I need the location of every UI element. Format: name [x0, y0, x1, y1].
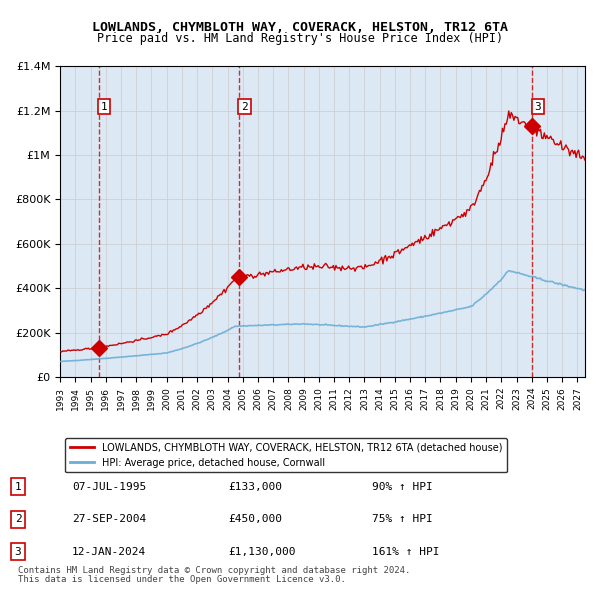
Text: 2: 2: [241, 101, 248, 112]
Text: 27-SEP-2004: 27-SEP-2004: [72, 514, 146, 524]
Text: £133,000: £133,000: [228, 482, 282, 491]
Text: 90% ↑ HPI: 90% ↑ HPI: [372, 482, 433, 491]
Text: 07-JUL-1995: 07-JUL-1995: [72, 482, 146, 491]
Text: Price paid vs. HM Land Registry's House Price Index (HPI): Price paid vs. HM Land Registry's House …: [97, 32, 503, 45]
Text: 3: 3: [535, 101, 541, 112]
Legend: LOWLANDS, CHYMBLOTH WAY, COVERACK, HELSTON, TR12 6TA (detached house), HPI: Aver: LOWLANDS, CHYMBLOTH WAY, COVERACK, HELST…: [65, 438, 508, 473]
Text: 1: 1: [101, 101, 107, 112]
Text: 2: 2: [14, 514, 22, 524]
Text: 3: 3: [14, 547, 22, 556]
Text: £1,130,000: £1,130,000: [228, 547, 296, 556]
Text: 75% ↑ HPI: 75% ↑ HPI: [372, 514, 433, 524]
Text: 161% ↑ HPI: 161% ↑ HPI: [372, 547, 439, 556]
Text: LOWLANDS, CHYMBLOTH WAY, COVERACK, HELSTON, TR12 6TA: LOWLANDS, CHYMBLOTH WAY, COVERACK, HELST…: [92, 21, 508, 34]
Text: £450,000: £450,000: [228, 514, 282, 524]
Text: 1: 1: [14, 482, 22, 491]
Text: This data is licensed under the Open Government Licence v3.0.: This data is licensed under the Open Gov…: [18, 575, 346, 584]
Text: Contains HM Land Registry data © Crown copyright and database right 2024.: Contains HM Land Registry data © Crown c…: [18, 566, 410, 575]
Text: 12-JAN-2024: 12-JAN-2024: [72, 547, 146, 556]
